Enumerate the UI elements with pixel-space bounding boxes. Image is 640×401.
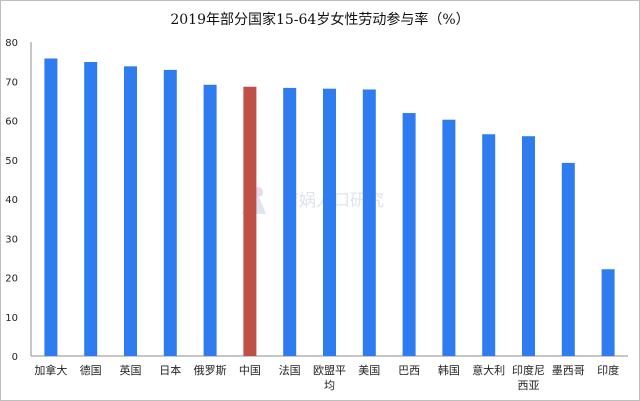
bar [163,69,177,357]
x-tick-label: 印度尼 [512,363,545,377]
x-tick-label: 韩国 [438,363,460,377]
x-tick-label: 俄罗斯 [194,364,227,377]
x-tick-label: 德国 [80,363,102,377]
x-tick-label: 墨西哥 [552,364,585,377]
x-tick-label: 巴西 [398,364,420,377]
y-tick-label: 50 [5,156,18,167]
bar [442,119,456,356]
y-tick-label: 10 [5,313,18,324]
x-tick-label: 印度 [597,363,619,377]
bar [561,162,575,356]
bar [124,66,137,357]
bar [84,62,98,357]
bar [203,84,217,356]
y-tick-label: 20 [5,274,18,285]
x-tick-label: 日本 [159,363,181,377]
y-tick-label: 60 [5,117,18,128]
x-tick-label: 欧盟平 [313,364,346,377]
y-tick-label: 70 [5,77,18,88]
bar [323,88,336,357]
y-tick-label: 40 [5,195,18,206]
x-tick-label: 意大利 [472,363,505,377]
x-tick-label: 美国 [358,364,380,377]
x-tick-label: 中国 [239,364,261,377]
bar [522,136,535,356]
bar [362,89,376,357]
x-tick-label: 法国 [279,363,301,377]
x-tick-label: 加拿大 [34,363,67,377]
bar [243,86,257,357]
y-tick-label: 30 [5,234,18,245]
bar [402,113,416,356]
x-tick-label: 英国 [120,363,142,377]
y-tick-label: 80 [5,38,18,49]
chart-title: 2019年部分国家15-64岁女性劳动参与率（%） [170,12,470,28]
x-tick-label: 西亚 [518,379,540,392]
bar [601,269,615,356]
bar [44,58,58,357]
y-tick-label: 0 [12,352,18,363]
x-tick-label: 均 [324,379,335,392]
bar [283,87,297,357]
bar [482,134,496,356]
